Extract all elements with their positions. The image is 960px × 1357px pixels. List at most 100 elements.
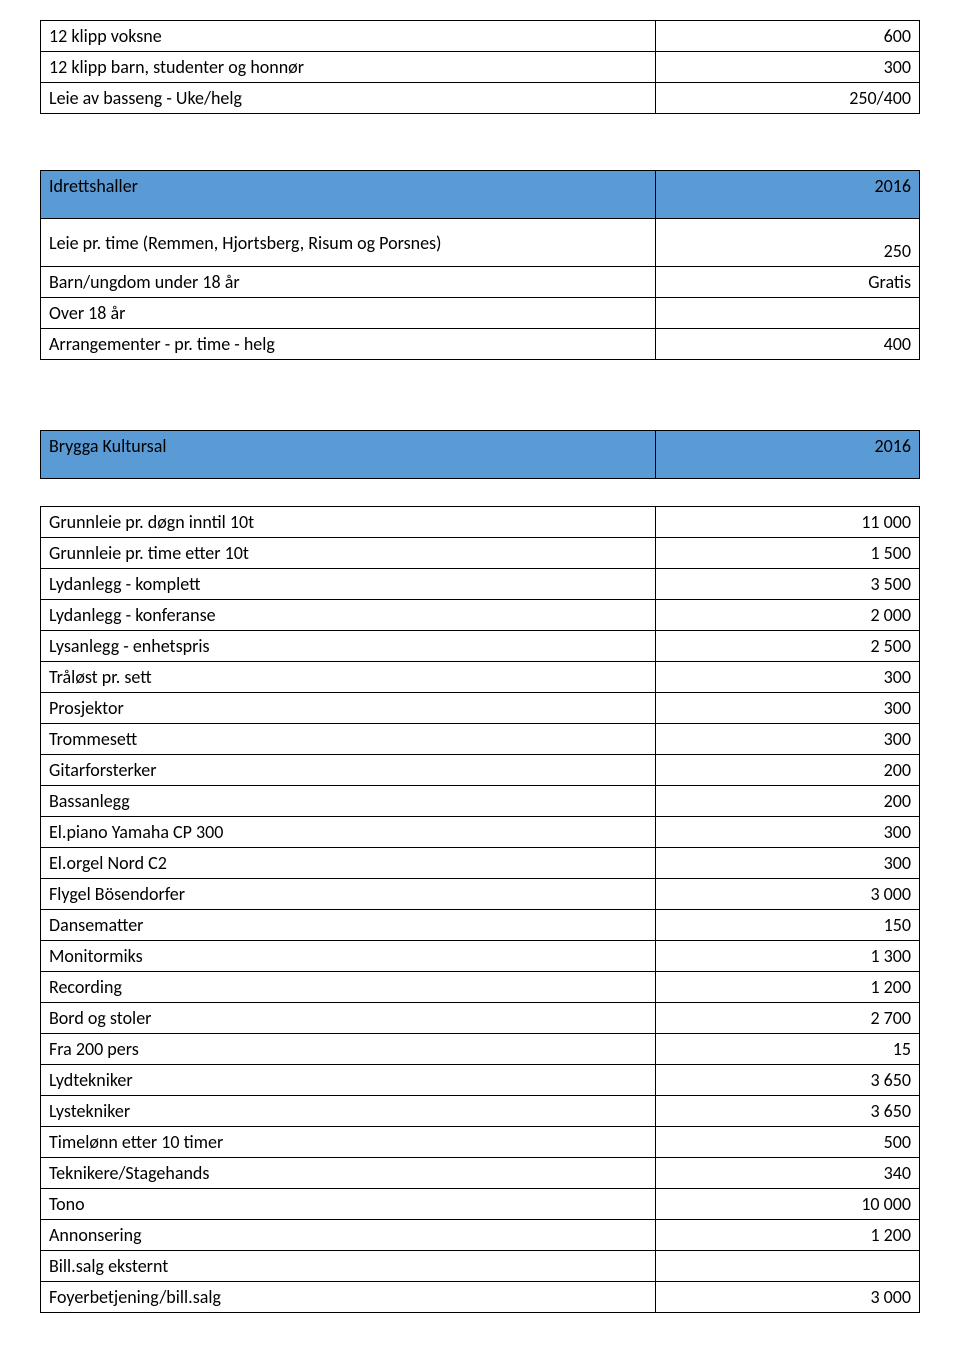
row-label: Monitormiks xyxy=(41,941,656,972)
table-row: Lystekniker3 650 xyxy=(41,1096,920,1127)
row-label: Fra 200 pers xyxy=(41,1034,656,1065)
table-header-row: Idrettshaller2016 xyxy=(41,171,920,219)
row-value: 15 xyxy=(656,1034,920,1065)
row-label: Idrettshaller xyxy=(41,171,656,219)
table-row: Tono10 000 xyxy=(41,1189,920,1220)
row-label: Brygga Kultursal xyxy=(41,431,656,479)
row-label: Over 18 år xyxy=(41,298,656,329)
row-value: 250/400 xyxy=(656,83,920,114)
table-row: Trommesett300 xyxy=(41,724,920,755)
row-value: 2 000 xyxy=(656,600,920,631)
row-label: Tono xyxy=(41,1189,656,1220)
row-value: 250 xyxy=(656,219,920,267)
row-label: El.orgel Nord C2 xyxy=(41,848,656,879)
row-label: Timelønn etter 10 timer xyxy=(41,1127,656,1158)
row-value: 2016 xyxy=(656,171,920,219)
row-value: 300 xyxy=(656,52,920,83)
row-value: 150 xyxy=(656,910,920,941)
row-label: El.piano Yamaha CP 300 xyxy=(41,817,656,848)
table-row: Bassanlegg200 xyxy=(41,786,920,817)
table-row: El.piano Yamaha CP 300300 xyxy=(41,817,920,848)
table-row: Dansematter150 xyxy=(41,910,920,941)
row-label: Tråløst pr. sett xyxy=(41,662,656,693)
table-row: El.orgel Nord C2300 xyxy=(41,848,920,879)
table-row: Leie av basseng - Uke/helg250/400 xyxy=(41,83,920,114)
row-value: 340 xyxy=(656,1158,920,1189)
row-label: Annonsering xyxy=(41,1220,656,1251)
row-label: Trommesett xyxy=(41,724,656,755)
table-row: Foyerbetjening/bill.salg3 000 xyxy=(41,1282,920,1313)
table-row: 12 klipp barn, studenter og honnør300 xyxy=(41,52,920,83)
row-value: 1 200 xyxy=(656,1220,920,1251)
table-row: Flygel Bösendorfer3 000 xyxy=(41,879,920,910)
table-row: Bill.salg eksternt xyxy=(41,1251,920,1282)
table-row: Annonsering1 200 xyxy=(41,1220,920,1251)
row-label: Leie pr. time (Remmen, Hjortsberg, Risum… xyxy=(41,219,656,267)
row-value: 3 650 xyxy=(656,1065,920,1096)
row-value: 1 200 xyxy=(656,972,920,1003)
row-value: 1 500 xyxy=(656,538,920,569)
row-value: 300 xyxy=(656,817,920,848)
row-label: Bord og stoler xyxy=(41,1003,656,1034)
table-row: Arrangementer - pr. time - helg400 xyxy=(41,329,920,360)
row-value: Gratis xyxy=(656,267,920,298)
table-row: Tråløst pr. sett300 xyxy=(41,662,920,693)
row-label: Barn/ungdom under 18 år xyxy=(41,267,656,298)
row-label: Foyerbetjening/bill.salg xyxy=(41,1282,656,1313)
row-label: Lydanlegg - komplett xyxy=(41,569,656,600)
row-value: 200 xyxy=(656,786,920,817)
row-value: 600 xyxy=(656,21,920,52)
table-row: Prosjektor300 xyxy=(41,693,920,724)
row-label: Bill.salg eksternt xyxy=(41,1251,656,1282)
row-label: Lysanlegg - enhetspris xyxy=(41,631,656,662)
row-value: 2016 xyxy=(656,431,920,479)
row-value: 2 700 xyxy=(656,1003,920,1034)
row-value: 2 500 xyxy=(656,631,920,662)
table-row: Lydanlegg - konferanse2 000 xyxy=(41,600,920,631)
row-label: Teknikere/Stagehands xyxy=(41,1158,656,1189)
row-label: Lystekniker xyxy=(41,1096,656,1127)
table-row: Over 18 år xyxy=(41,298,920,329)
row-value: 3 500 xyxy=(656,569,920,600)
row-label: Grunnleie pr. time etter 10t xyxy=(41,538,656,569)
row-value: 10 000 xyxy=(656,1189,920,1220)
row-label: Recording xyxy=(41,972,656,1003)
table-row: Gitarforsterker200 xyxy=(41,755,920,786)
row-value: 1 300 xyxy=(656,941,920,972)
row-value: 3 650 xyxy=(656,1096,920,1127)
spacer-row xyxy=(41,479,920,507)
row-label: 12 klipp voksne xyxy=(41,21,656,52)
row-label: Lydtekniker xyxy=(41,1065,656,1096)
table-row: Grunnleie pr. døgn inntil 10t11 000 xyxy=(41,507,920,538)
row-value: 400 xyxy=(656,329,920,360)
table-row: Lysanlegg - enhetspris2 500 xyxy=(41,631,920,662)
table-row: Lydanlegg - komplett3 500 xyxy=(41,569,920,600)
table-row: Monitormiks1 300 xyxy=(41,941,920,972)
row-label: Lydanlegg - konferanse xyxy=(41,600,656,631)
row-value: 300 xyxy=(656,662,920,693)
table-row: Timelønn etter 10 timer500 xyxy=(41,1127,920,1158)
table-row: Bord og stoler2 700 xyxy=(41,1003,920,1034)
row-label: Leie av basseng - Uke/helg xyxy=(41,83,656,114)
row-label: 12 klipp barn, studenter og honnør xyxy=(41,52,656,83)
row-label: Grunnleie pr. døgn inntil 10t xyxy=(41,507,656,538)
row-label: Arrangementer - pr. time - helg xyxy=(41,329,656,360)
row-value: 500 xyxy=(656,1127,920,1158)
pricing-table-idrettshaller: Idrettshaller2016Leie pr. time (Remmen, … xyxy=(40,170,920,360)
table-row: Leie pr. time (Remmen, Hjortsberg, Risum… xyxy=(41,219,920,267)
row-value: 300 xyxy=(656,724,920,755)
table-row: Fra 200 pers15 xyxy=(41,1034,920,1065)
row-value xyxy=(656,1251,920,1282)
row-value: 11 000 xyxy=(656,507,920,538)
row-label: Prosjektor xyxy=(41,693,656,724)
row-label: Bassanlegg xyxy=(41,786,656,817)
table-row: Recording1 200 xyxy=(41,972,920,1003)
row-value: 300 xyxy=(656,848,920,879)
table-row: Lydtekniker3 650 xyxy=(41,1065,920,1096)
pricing-table-brygga: Brygga Kultursal2016Grunnleie pr. døgn i… xyxy=(40,430,920,1313)
table-row: Teknikere/Stagehands340 xyxy=(41,1158,920,1189)
row-label: Dansematter xyxy=(41,910,656,941)
row-value xyxy=(656,298,920,329)
row-label: Gitarforsterker xyxy=(41,755,656,786)
table-row: Grunnleie pr. time etter 10t1 500 xyxy=(41,538,920,569)
